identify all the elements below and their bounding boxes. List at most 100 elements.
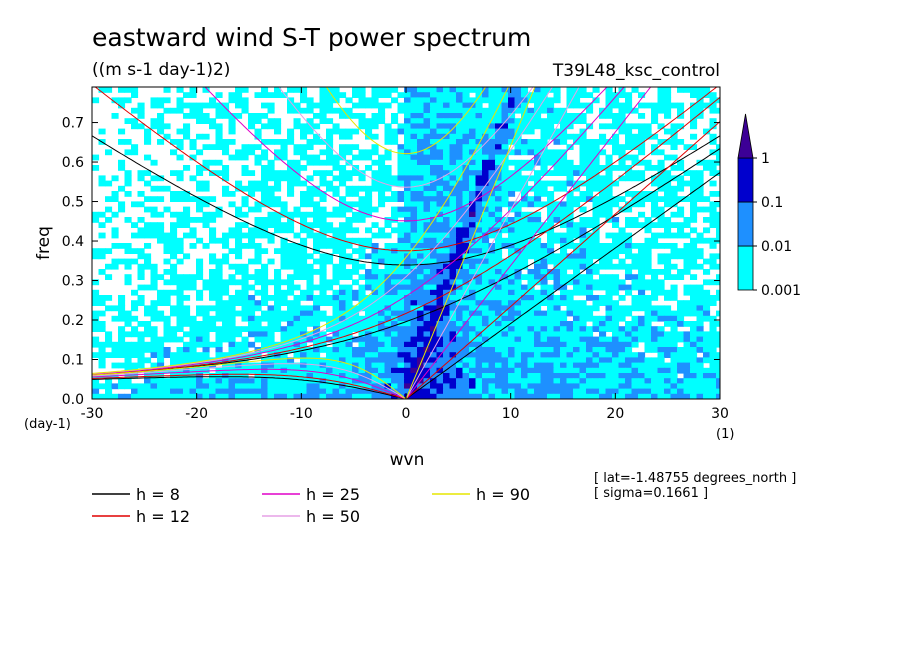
- contour-cell: [372, 399, 379, 405]
- contour-cell: [118, 341, 126, 348]
- contour-cell: [456, 383, 464, 390]
- contour-cell: [475, 289, 483, 296]
- contour-cell: [436, 144, 444, 150]
- contour-cell: [488, 310, 496, 317]
- contour-cell: [534, 123, 542, 130]
- contour-cell: [410, 206, 418, 213]
- contour-cell: [319, 263, 327, 270]
- contour-cell: [677, 310, 685, 317]
- contour-cell: [462, 341, 470, 348]
- contour-cell: [274, 92, 282, 98]
- contour-cell: [436, 367, 444, 374]
- contour-cell: [300, 357, 308, 364]
- contour-cell: [495, 196, 503, 202]
- contour-cell: [267, 237, 275, 244]
- contour-cell: [469, 289, 477, 296]
- contour-cell: [696, 305, 704, 312]
- contour-cell: [300, 326, 308, 332]
- contour-cell: [488, 331, 496, 338]
- contour-cell: [300, 154, 308, 161]
- contour-cell: [495, 243, 503, 249]
- contour-cell: [716, 170, 720, 176]
- contour-cell: [612, 289, 620, 296]
- contour-cell: [319, 347, 327, 353]
- contour-cell: [150, 326, 158, 332]
- contour-cell: [124, 175, 132, 182]
- contour-cell: [690, 347, 698, 353]
- contour-cell: [384, 331, 392, 338]
- contour-cell: [456, 321, 464, 327]
- contour-cell: [469, 305, 477, 312]
- contour-cell: [638, 274, 646, 280]
- contour-cell: [118, 347, 126, 353]
- contour-cell: [332, 87, 340, 93]
- contour-cell: [534, 399, 541, 405]
- contour-cell: [573, 373, 581, 379]
- contour-cell: [488, 326, 496, 332]
- contour-cell: [573, 331, 581, 338]
- contour-cell: [547, 310, 555, 317]
- contour-cell: [410, 196, 418, 202]
- contour-cell: [638, 378, 646, 384]
- contour-cell: [365, 165, 373, 171]
- contour-cell: [326, 139, 334, 145]
- contour-cell: [176, 373, 184, 379]
- contour-cell: [378, 367, 386, 374]
- contour-cell: [540, 180, 548, 187]
- contour-cell: [462, 373, 470, 379]
- contour-cell: [443, 113, 451, 119]
- contour-cell: [560, 373, 568, 379]
- contour-cell: [540, 258, 548, 265]
- contour-cell: [579, 113, 587, 119]
- contour-cell: [703, 310, 711, 317]
- contour-cell: [410, 367, 418, 374]
- contour-cell: [319, 373, 327, 379]
- contour-cell: [592, 248, 600, 254]
- contour-cell: [462, 326, 470, 332]
- contour-cell: [612, 399, 619, 405]
- contour-cell: [345, 201, 353, 208]
- contour-cell: [163, 269, 171, 275]
- contour-cell: [430, 232, 438, 239]
- contour-cell: [631, 196, 639, 202]
- contour-cell: [384, 352, 392, 358]
- contour-cell: [111, 97, 119, 104]
- curve-legend: h = 8h = 12h = 25h = 50h = 90: [92, 485, 530, 526]
- contour-cell: [677, 211, 685, 218]
- contour-cell: [378, 357, 386, 364]
- legend-label: h = 8: [136, 485, 180, 504]
- contour-cell: [488, 258, 496, 265]
- contour-cell: [150, 336, 158, 343]
- contour-cell: [463, 399, 470, 405]
- contour-cell: [430, 227, 438, 234]
- contour-cell: [703, 128, 711, 135]
- contour-cell: [683, 284, 691, 291]
- contour-cell: [280, 300, 288, 306]
- contour-cell: [209, 253, 217, 260]
- contour-cell: [612, 180, 620, 187]
- contour-cell: [365, 128, 373, 135]
- contour-cell: [501, 367, 509, 374]
- contour-cell: [495, 258, 503, 265]
- contour-cell: [339, 388, 347, 395]
- contour-cell: [605, 87, 613, 93]
- contour-cell: [150, 347, 158, 353]
- contour-cell: [144, 310, 152, 317]
- contour-cell: [319, 237, 327, 244]
- contour-cell: [183, 133, 191, 140]
- contour-cell: [371, 295, 379, 301]
- contour-cell: [404, 123, 412, 130]
- contour-cell: [696, 253, 704, 260]
- contour-cell: [345, 175, 353, 182]
- contour-cell: [482, 123, 490, 130]
- contour-cell: [423, 347, 431, 353]
- contour-cell: [638, 248, 646, 254]
- contour-cell: [417, 144, 425, 150]
- contour-cell: [157, 274, 165, 280]
- contour-cell: [475, 362, 483, 369]
- contour-cell: [664, 347, 672, 353]
- contour-cell: [150, 263, 158, 270]
- contour-cell: [144, 206, 152, 213]
- contour-cell: [430, 310, 438, 317]
- contour-cell: [124, 243, 132, 249]
